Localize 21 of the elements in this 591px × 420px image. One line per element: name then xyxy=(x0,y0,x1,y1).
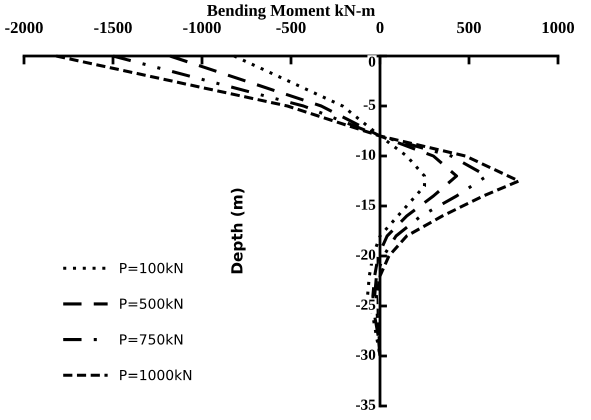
y-tick-label: 0 xyxy=(368,56,376,67)
y-tick-label: -25 xyxy=(356,300,376,310)
x-tick-label: 500 xyxy=(457,22,481,34)
y-tick-label: -20 xyxy=(356,250,376,260)
legend-label: P=1000kN xyxy=(120,370,192,380)
x-tick-label: -1000 xyxy=(183,22,221,34)
y-tick-label: -30 xyxy=(356,350,376,360)
x-tick-label: -2000 xyxy=(5,22,43,34)
x-tick-label: 1000 xyxy=(542,22,574,34)
y-tick-label: -15 xyxy=(356,200,376,210)
legend-label: P=100kN xyxy=(120,262,182,274)
y-tick-label: -35 xyxy=(356,400,376,410)
y-axis-title: Depth (m) xyxy=(230,188,246,274)
x-tick-label: -1500 xyxy=(94,22,132,34)
y-tick-label: -5 xyxy=(364,100,376,110)
legend-label: P=750kN xyxy=(120,334,182,345)
x-tick-label: 0 xyxy=(376,22,384,34)
x-tick-label: -500 xyxy=(276,22,306,34)
x-axis-title: Bending Moment kN-m xyxy=(207,4,375,20)
y-tick-label: -10 xyxy=(356,150,376,160)
legend-label: P=500kN xyxy=(120,298,182,309)
